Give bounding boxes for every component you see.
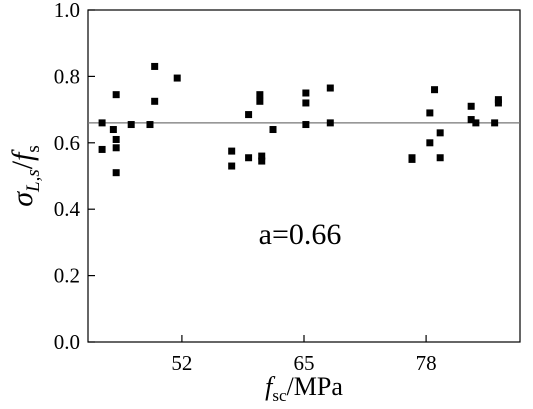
y-tick-label: 0.4 — [54, 197, 81, 221]
data-point — [98, 119, 106, 127]
data-point — [467, 102, 475, 110]
data-point — [98, 145, 106, 153]
data-point — [112, 144, 120, 152]
data-point — [109, 126, 117, 134]
data-point — [256, 91, 264, 99]
x-tick-label: 78 — [416, 351, 437, 375]
data-point — [151, 62, 159, 70]
y-axis-label-slash: / — [6, 160, 39, 169]
data-point — [228, 147, 236, 155]
x-tick-label: 65 — [294, 351, 315, 375]
data-point — [326, 119, 334, 127]
data-point — [112, 135, 120, 143]
y-axis-label: σL,s/fs — [6, 145, 44, 207]
x-axis-label: fsc/MPa — [265, 372, 343, 405]
y-axis-label-sigma: σ — [6, 191, 39, 207]
y-tick-label: 0.2 — [54, 264, 80, 288]
data-point — [112, 169, 120, 177]
x-axis-ticks: 52 65 78 — [171, 335, 437, 375]
data-point — [431, 86, 439, 94]
x-tick-label: 52 — [171, 351, 192, 375]
data-point — [426, 139, 434, 147]
y-tick-label: 0.6 — [54, 131, 80, 155]
data-point — [127, 121, 135, 129]
y-axis-label-fsub: s — [23, 145, 44, 152]
data-point — [269, 126, 277, 134]
data-point — [494, 99, 502, 107]
x-axis-label-sub: sc — [272, 386, 287, 405]
annotation-label: a=0.66 — [259, 218, 342, 251]
data-point — [245, 111, 253, 119]
plot-frame — [87, 9, 521, 343]
data-point — [326, 84, 334, 92]
data-point — [436, 154, 444, 162]
data-point — [302, 99, 310, 107]
data-point — [256, 97, 264, 105]
y-axis-ticks: 0.0 0.2 0.4 0.6 0.8 1.0 — [54, 0, 95, 354]
y-axis-label-sub: L,s — [23, 169, 44, 193]
data-point — [467, 116, 475, 124]
data-point — [472, 119, 480, 127]
data-point — [491, 119, 499, 127]
data-point — [245, 154, 253, 162]
x-axis-label-rest: /MPa — [287, 372, 344, 401]
data-point — [302, 89, 310, 97]
data-point — [258, 152, 266, 160]
x-axis-label-main: f — [265, 372, 276, 401]
y-tick-label: 0.0 — [54, 330, 80, 354]
data-point — [173, 74, 181, 82]
data-points — [98, 62, 502, 177]
y-tick-label: 1.0 — [54, 0, 80, 22]
y-tick-label: 0.8 — [54, 64, 80, 88]
data-point — [228, 162, 236, 170]
data-point — [258, 157, 266, 165]
data-point — [426, 109, 434, 117]
data-point — [112, 91, 120, 99]
data-point — [146, 121, 154, 129]
data-point — [408, 155, 416, 163]
data-point — [436, 129, 444, 137]
data-point — [151, 97, 159, 105]
data-point — [302, 121, 310, 129]
